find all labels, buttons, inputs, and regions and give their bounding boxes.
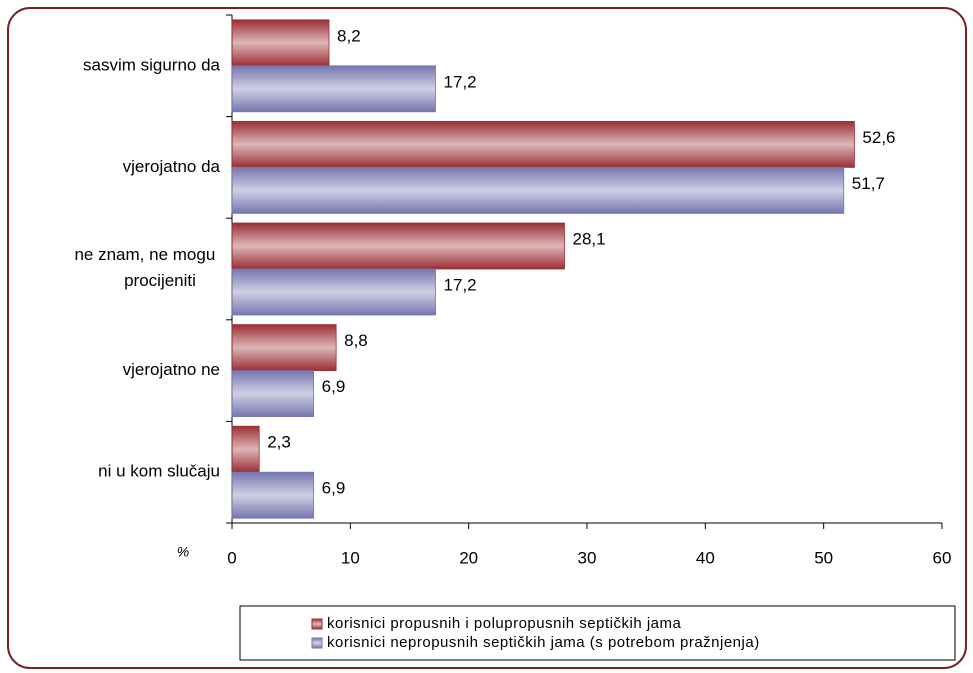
bar: [231, 471, 315, 519]
data-label: 51,7: [852, 174, 885, 193]
x-tick-label: 40: [696, 548, 715, 567]
data-label: 8,8: [344, 331, 368, 350]
bar: [231, 166, 845, 214]
legend-label: korisnici propusnih i polupropusnih sept…: [327, 615, 681, 632]
data-label: 17,2: [444, 275, 477, 294]
y-tick-label: vjerojatno da: [123, 157, 221, 176]
chart-frame: [7, 7, 967, 669]
legend-box: [239, 605, 956, 661]
x-axis-label: %: [177, 544, 189, 560]
bar: [231, 425, 260, 473]
bar: [231, 268, 436, 316]
data-label: 17,2: [444, 72, 477, 91]
data-label: 28,1: [573, 229, 606, 248]
x-tick-label: 20: [459, 548, 478, 567]
x-tick-label: 0: [227, 548, 236, 567]
legend-swatch: [311, 618, 323, 630]
bar: [231, 222, 565, 270]
bar: [231, 370, 315, 418]
x-tick-label: 60: [933, 548, 952, 567]
data-label: 2,3: [267, 433, 291, 452]
y-tick-label: ne znam, ne mogu procijeniti: [74, 245, 220, 290]
legend-swatch: [311, 637, 323, 649]
bar: [231, 324, 337, 372]
data-label: 6,9: [322, 479, 346, 498]
bar: [231, 65, 436, 113]
data-label: 8,2: [337, 26, 361, 45]
bar: [231, 121, 855, 168]
bar: [231, 19, 330, 67]
x-tick-label: 30: [578, 548, 597, 567]
x-tick-label: 10: [341, 548, 360, 567]
data-label: 6,9: [322, 377, 346, 396]
y-tick-label: vjerojatno ne: [123, 360, 220, 379]
y-tick-label: ni u kom slučaju: [98, 462, 220, 481]
legend: korisnici propusnih i polupropusnih sept…: [239, 605, 956, 661]
y-tick-label: sasvim sigurno da: [83, 55, 221, 74]
x-tick-label: 50: [814, 548, 833, 567]
data-label: 52,6: [862, 128, 895, 147]
legend-label: korisnici nepropusnih septičkih jama (s …: [327, 634, 760, 651]
